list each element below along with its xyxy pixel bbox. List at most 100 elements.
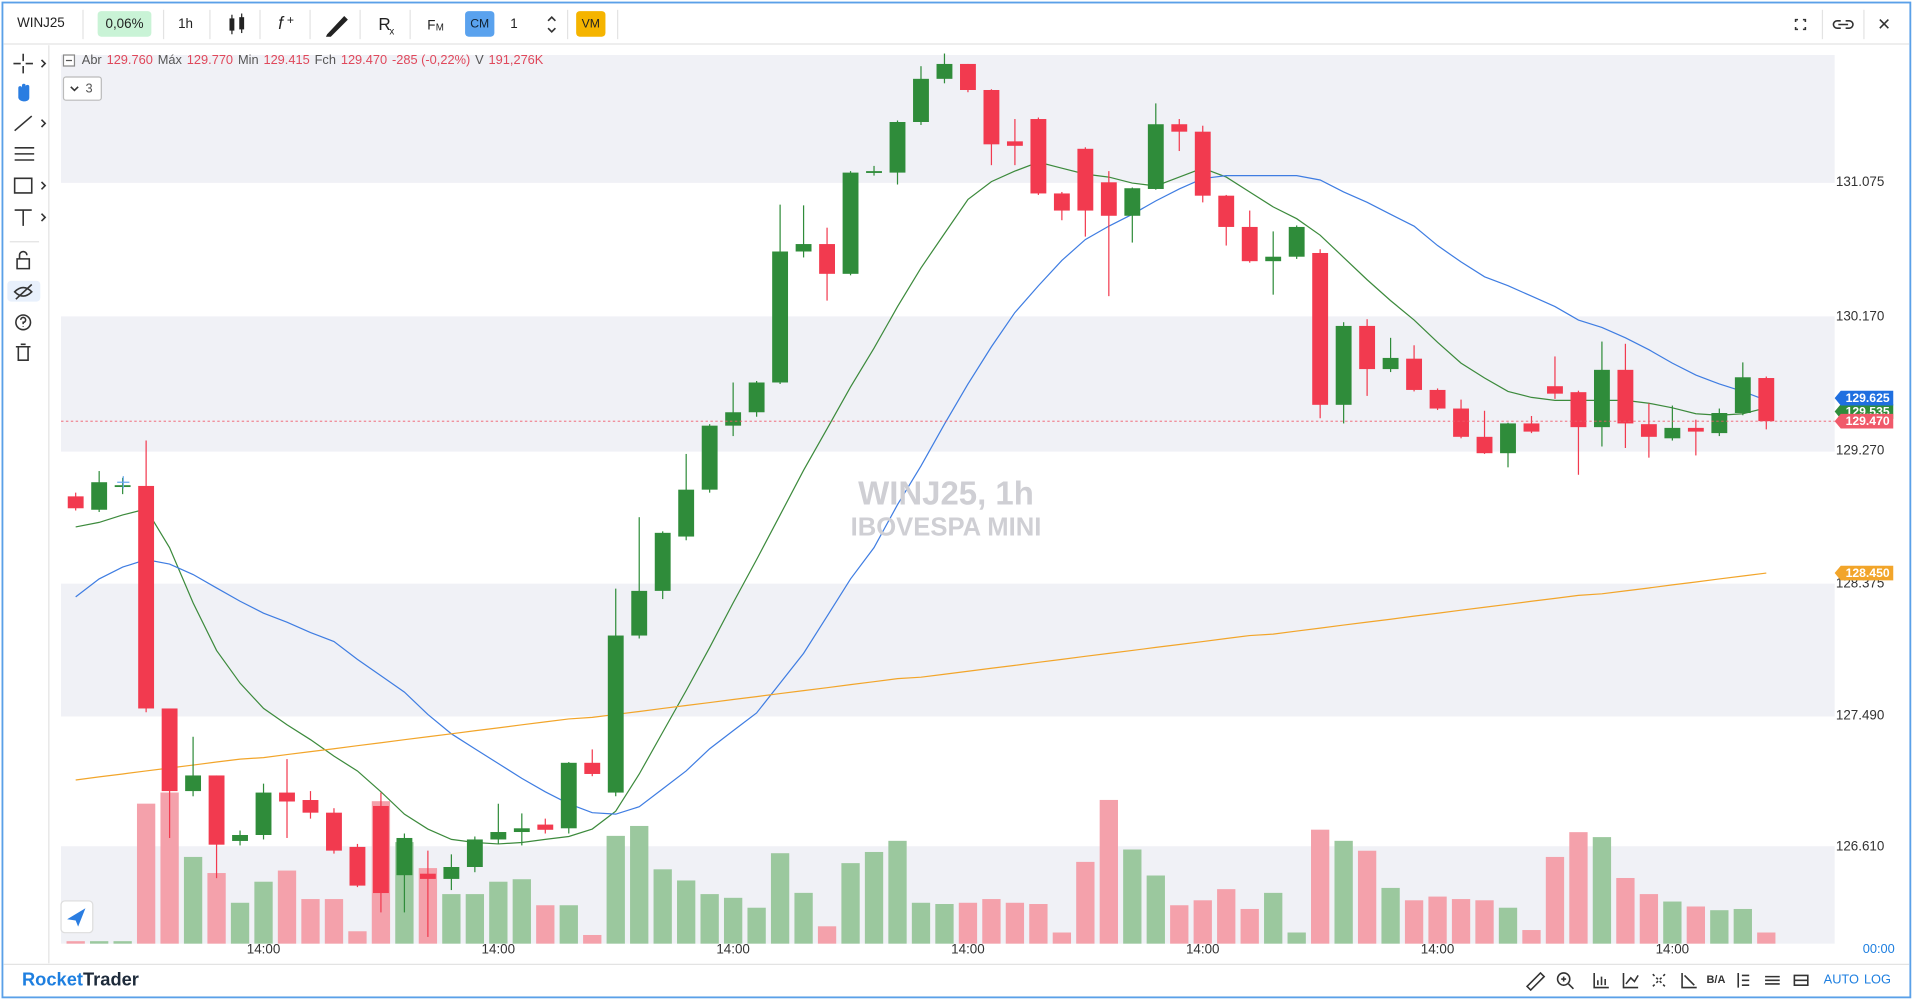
fib-tool[interactable]: [14, 146, 35, 161]
legend-text: Abr 129.760 Máx 129.770 Min 129.415 Fch 129.470…: [82, 53, 544, 68]
price-tag: [1834, 390, 1894, 406]
auto-toggle[interactable]: AUTO: [1824, 972, 1859, 987]
candle-body: [1523, 423, 1540, 432]
close-icon[interactable]: [1879, 19, 1889, 29]
volume-bar: [1099, 799, 1118, 944]
close-label: Fch: [315, 53, 336, 68]
vm-label: VM: [582, 17, 600, 31]
ohlc-legend: Abr 129.760 Máx 129.770 Min 129.415 Fch 129.470…: [62, 53, 544, 101]
rx-icon[interactable]: Rx: [378, 15, 394, 37]
crosshair-tool[interactable]: [13, 53, 47, 74]
list-icon[interactable]: [1765, 975, 1780, 985]
line-icon[interactable]: [1622, 972, 1639, 989]
high-value: 129.770: [187, 53, 233, 68]
visibility-icon[interactable]: [13, 283, 33, 300]
volume-bar: [935, 904, 954, 944]
x-tick-label: 14:00: [716, 941, 750, 956]
candle-body: [1617, 369, 1634, 424]
volume-bar: [254, 881, 273, 944]
chevron: [70, 86, 79, 92]
hand-tool[interactable]: [18, 83, 30, 102]
volume-bar: [1757, 932, 1776, 944]
candle-body: [936, 63, 953, 79]
x-tick-label: 14:00: [1656, 941, 1690, 956]
volume-bar: [1498, 907, 1518, 944]
volume-bar: [583, 934, 602, 944]
candle-body: [842, 172, 859, 274]
volume-bar: [207, 873, 226, 944]
candle-body: [1734, 377, 1751, 414]
link-icon[interactable]: [1832, 20, 1854, 29]
volume-bar: [1545, 856, 1565, 944]
cm-value[interactable]: 1: [510, 16, 517, 31]
book-icon[interactable]: [1737, 972, 1750, 988]
watermark-subtitle: IBOVESPA MINI: [851, 513, 1042, 541]
volume-bar: [888, 840, 907, 944]
y-tick-label: 126.610: [1836, 838, 1884, 853]
symbol[interactable]: WINJ25: [17, 15, 65, 30]
log-toggle[interactable]: LOG: [1864, 972, 1891, 987]
volume-bar: [1170, 905, 1189, 944]
help-icon[interactable]: [15, 314, 32, 331]
line-tool[interactable]: [14, 115, 47, 132]
candle-body: [419, 873, 436, 879]
volume-bar: [864, 851, 884, 944]
interval[interactable]: 1h: [178, 16, 193, 31]
shape-tool[interactable]: [13, 177, 47, 194]
trash-icon[interactable]: [15, 343, 31, 361]
cm-label: CM: [470, 17, 489, 31]
change: 0,06%: [105, 16, 143, 31]
candle-body: [748, 382, 765, 413]
zoom-icon[interactable]: [1556, 972, 1571, 986]
footer: RocketTrader B/A AUTO LOG: [3, 963, 1910, 992]
volume-bar: [512, 879, 531, 944]
ba-icon[interactable]: B/A: [1706, 974, 1725, 986]
candle-body: [1664, 427, 1681, 439]
candle-icon[interactable]: [229, 13, 245, 35]
indicator-toggle[interactable]: [62, 76, 102, 101]
y-tick-label: 129.270: [1836, 443, 1884, 458]
volume-bar: [90, 941, 109, 944]
volume-bar: [1311, 829, 1330, 944]
volume-bar: [113, 941, 132, 944]
volume-bar: [1146, 875, 1165, 944]
volume-bar: [1733, 908, 1752, 944]
candle-body: [889, 121, 906, 173]
volume-bar: [489, 881, 508, 944]
candle-body: [584, 762, 601, 774]
close-value: 129.470: [341, 53, 387, 68]
scale-icon[interactable]: [1681, 972, 1697, 989]
candle-body: [631, 590, 648, 636]
spinner[interactable]: [547, 16, 556, 33]
vm-button[interactable]: [576, 11, 606, 37]
fullscreen-icon[interactable]: [1794, 18, 1807, 31]
volume-bar: [841, 863, 860, 944]
change-badge[interactable]: [97, 11, 152, 37]
candle-body: [443, 867, 460, 879]
volume-bar: [700, 894, 719, 944]
volume-bar: [1569, 832, 1588, 944]
pencil-icon[interactable]: [325, 15, 348, 37]
candle-body: [138, 485, 155, 709]
candle-body: [1241, 226, 1258, 262]
volume-bar: [1686, 906, 1706, 944]
candle-body: [1359, 325, 1376, 370]
candle-body: [396, 837, 413, 876]
volume-bar: [1264, 892, 1283, 944]
volume-bar: [465, 894, 485, 944]
candle-body: [1640, 424, 1657, 437]
indicator-icon[interactable]: f +: [278, 13, 294, 33]
volume-bar: [160, 792, 179, 944]
lock-icon[interactable]: [16, 250, 31, 270]
ruler-icon[interactable]: [1525, 971, 1546, 992]
panel-icon[interactable]: [1793, 974, 1809, 986]
volume-bar: [324, 899, 344, 944]
volume-icon[interactable]: [1593, 972, 1609, 989]
cm-button[interactable]: [465, 11, 495, 37]
text-tool[interactable]: [14, 209, 47, 226]
volume-bar: [1193, 900, 1212, 944]
open-label: Abr: [82, 53, 103, 68]
